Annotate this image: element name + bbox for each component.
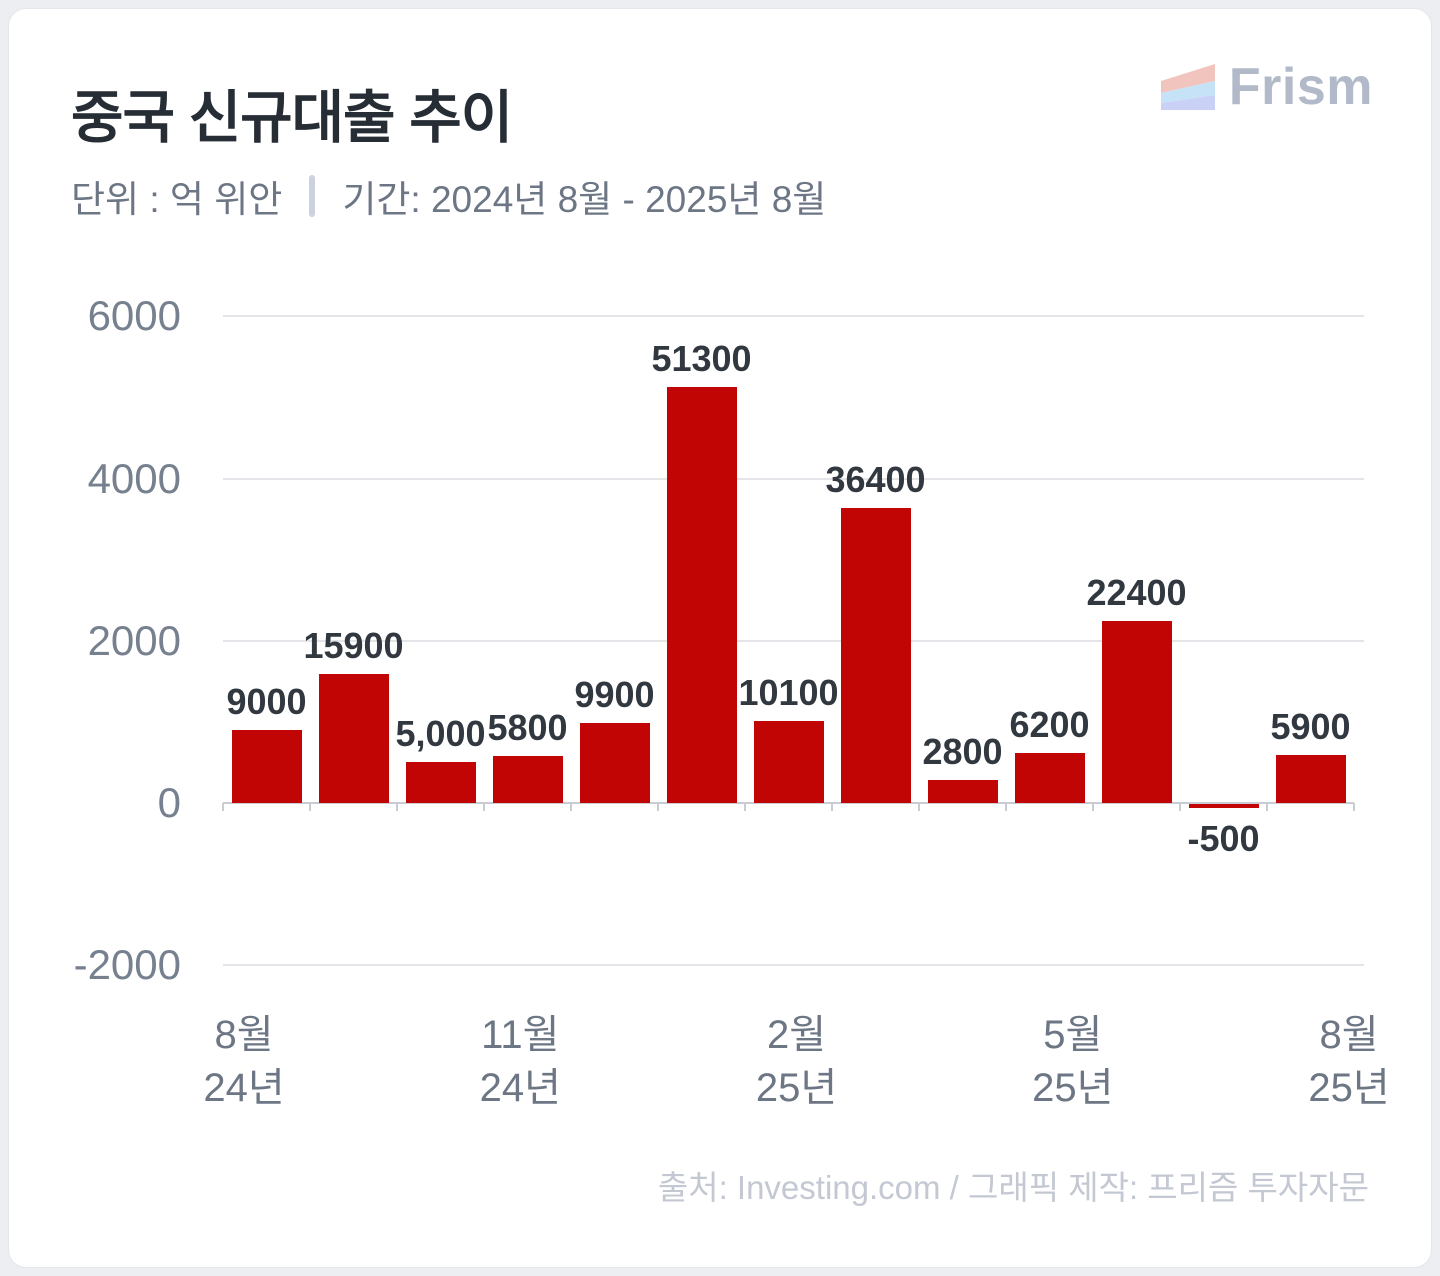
y-tick-label: 6000 [87,292,181,340]
bar-chart-plot: 6000 4000 2000 0 -2000 9000 15900 5,000 5800 9900… [9,9,1431,1267]
x-tick-month: 8월 [1319,1013,1379,1057]
axis-tick [1353,803,1355,811]
x-tick-year: 25년 [755,1066,838,1110]
x-tick-year: 24년 [479,1066,561,1110]
page-title: 중국 신규대출 추이 [71,86,513,150]
x-tick-month: 8월 [214,1013,274,1057]
bar [492,755,563,803]
gridline [223,639,1364,642]
axis-tick [744,803,746,811]
axis-tick [1266,803,1268,811]
x-tick-label: 5월 25년 [963,1009,1183,1115]
chart-card: 중국 신규대출 추이 Frism 단위 : 억 위안 기간: 2024년 8월 … [8,8,1432,1268]
axis-tick [657,803,659,811]
bar-value-label: 22400 [1086,572,1187,614]
bar-value-label: 2800 [922,731,1003,773]
chart-subtitle: 단위 : 억 위안 기간: 2024년 8월 - 2025년 8월 [71,169,826,223]
bar [927,780,998,803]
y-tick-label: -2000 [73,941,181,989]
bar-value-label: 10100 [738,672,839,714]
x-tick-month: 2월 [766,1013,827,1057]
axis-tick [222,803,224,811]
gridline [223,964,1364,967]
x-tick-month: 11월 [481,1013,560,1057]
axis-tick [831,803,833,811]
x-tick-label: 11월 24년 [410,1009,630,1115]
axis-tick [1005,803,1007,811]
unit-label: 단위 : 억 위안 [71,179,283,220]
x-tick-label: 8월 24년 [134,1009,354,1115]
bar [666,386,737,803]
bar [405,762,476,803]
axis-tick [570,803,572,811]
axis-tick [1092,803,1094,811]
x-tick-year: 25년 [1032,1066,1114,1110]
bar-value-label: 15900 [303,625,404,667]
bar-value-label: 6200 [1009,703,1090,745]
bar [1101,621,1172,803]
x-tick-year: 24년 [203,1066,285,1110]
bar-value-label: 51300 [651,337,752,379]
bar [318,674,389,803]
axis-tick [309,803,311,811]
gridline [223,315,1364,318]
bar [1188,804,1259,809]
bar [840,507,911,803]
bar [1014,752,1085,803]
bar-value-label: -500 [1187,818,1260,860]
bar-value-label: 9900 [574,673,655,715]
axis-tick [918,803,920,811]
gridline [223,477,1364,480]
bar [1275,755,1346,803]
axis-tick [483,803,485,811]
bar [753,721,824,803]
x-tick-year: 25년 [1308,1066,1390,1110]
y-tick-label: 0 [157,779,181,826]
y-tick-label: 2000 [87,616,181,664]
bar-value-label: 5900 [1270,706,1351,748]
bar-value-label: 36400 [825,458,926,500]
bar-value-label: 5,000 [395,713,486,755]
x-tick-label: 8월 25년 [1239,1009,1431,1115]
x-tick-label: 2월 25년 [687,1009,907,1115]
bar [579,722,650,803]
axis-tick [396,803,398,811]
x-tick-month: 5월 [1043,1013,1103,1057]
subtitle-divider [309,175,316,217]
source-credit: 출처: Investing.com / 그래픽 제작: 프리즘 투자자문 [657,1169,1369,1206]
bar-value-label: 5800 [487,706,568,748]
axis-baseline [223,802,1354,804]
y-tick-label: 4000 [87,454,181,502]
bar-value-label: 9000 [226,681,307,722]
frism-logo: Frism [1160,57,1373,117]
logo-text: Frism [1228,58,1373,116]
axis-tick [1179,803,1181,811]
period-label: 기간: 2024년 8월 - 2025년 8월 [342,179,827,220]
prism-icon [1160,64,1215,110]
bar [231,730,302,803]
